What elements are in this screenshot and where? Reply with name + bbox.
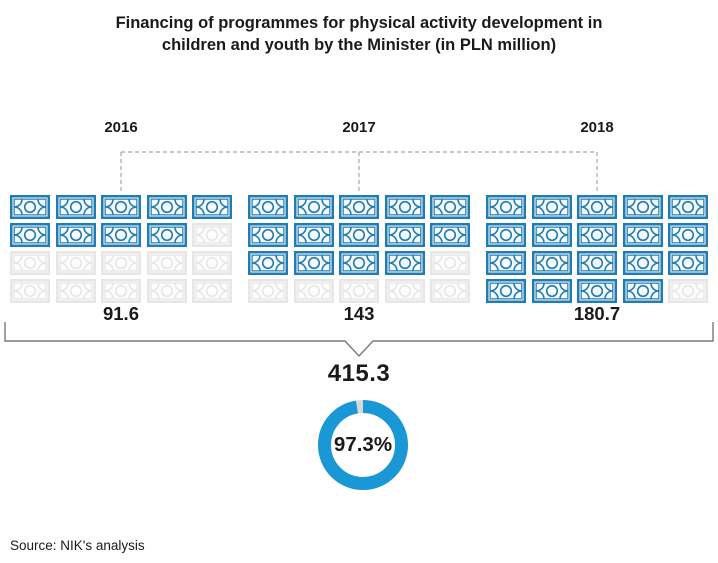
banknote-grid-2016 xyxy=(10,195,232,303)
banknote-icon xyxy=(622,195,663,219)
banknote-icon xyxy=(293,279,334,303)
banknote-icon xyxy=(10,223,50,247)
banknote-icon xyxy=(486,223,526,247)
donut-chart: 97.3% xyxy=(315,397,411,493)
donut-percent-segment xyxy=(318,400,408,490)
banknote-icon xyxy=(339,279,379,303)
value-label-2018: 180.7 xyxy=(573,303,621,324)
banknote-icon xyxy=(339,195,379,219)
banknote-icon xyxy=(430,251,470,275)
banknote-icon xyxy=(101,195,141,219)
banknote-icon xyxy=(192,279,232,303)
banknote-icon xyxy=(384,223,425,247)
banknote-grid-2018 xyxy=(486,195,708,303)
banknote-icon xyxy=(146,279,187,303)
banknote-icon xyxy=(248,251,288,275)
banknote-icon xyxy=(101,279,141,303)
banknote-icon xyxy=(101,223,141,247)
banknote-icon xyxy=(486,251,526,275)
banknote-icon xyxy=(668,223,708,247)
banknote-icon xyxy=(430,195,470,219)
banknote-icon xyxy=(577,223,617,247)
banknote-icon xyxy=(339,251,379,275)
banknote-icon xyxy=(668,251,708,275)
banknote-icon xyxy=(10,195,50,219)
banknote-icon xyxy=(192,251,232,275)
banknote-icon xyxy=(668,195,708,219)
sum-bracket xyxy=(4,322,714,358)
banknote-icon xyxy=(101,251,141,275)
banknote-icon xyxy=(577,251,617,275)
value-label-2017: 143 xyxy=(343,303,375,324)
banknote-icon xyxy=(384,251,425,275)
banknote-icon xyxy=(293,223,334,247)
year-connector-dashed-lines xyxy=(120,151,598,191)
banknote-icon xyxy=(146,223,187,247)
value-label-2016: 91.6 xyxy=(102,303,139,324)
banknote-icon xyxy=(146,195,187,219)
banknote-icon xyxy=(192,223,232,247)
banknote-icon xyxy=(622,279,663,303)
banknote-icon xyxy=(430,279,470,303)
banknote-icon xyxy=(146,251,187,275)
banknote-icon xyxy=(293,251,334,275)
banknote-icon xyxy=(577,195,617,219)
banknote-icon xyxy=(339,223,379,247)
banknote-icon xyxy=(384,279,425,303)
banknote-icon xyxy=(10,279,50,303)
donut-chart-svg xyxy=(318,400,408,490)
total-value: 415.3 xyxy=(327,360,391,387)
banknote-icon xyxy=(486,195,526,219)
donut-percent-label: 97.3% xyxy=(333,433,393,456)
banknote-icon xyxy=(192,195,232,219)
banknote-icon xyxy=(384,195,425,219)
banknote-icon xyxy=(668,279,708,303)
banknote-icon xyxy=(10,251,50,275)
banknote-icon xyxy=(55,251,96,275)
banknote-icon xyxy=(486,279,526,303)
banknote-icon xyxy=(248,195,288,219)
banknote-icon xyxy=(622,251,663,275)
year-label-2018: 2018 xyxy=(580,119,614,136)
banknote-icon xyxy=(293,195,334,219)
banknote-icon xyxy=(577,279,617,303)
banknote-icon xyxy=(55,279,96,303)
banknote-icon xyxy=(248,223,288,247)
year-label-2016: 2016 xyxy=(104,119,138,136)
source-note: Source: NIK's analysis xyxy=(10,538,145,553)
banknote-icon xyxy=(248,279,288,303)
banknote-icon xyxy=(622,223,663,247)
banknote-icon xyxy=(531,279,572,303)
banknote-grid-2017 xyxy=(248,195,470,303)
banknote-icon xyxy=(55,195,96,219)
banknote-icon xyxy=(55,223,96,247)
banknote-icon xyxy=(531,251,572,275)
banknote-icon xyxy=(531,223,572,247)
banknote-icon xyxy=(430,223,470,247)
banknote-icon xyxy=(531,195,572,219)
chart-title: Financing of programmes for physical act… xyxy=(115,14,603,54)
year-label-2017: 2017 xyxy=(342,119,376,136)
